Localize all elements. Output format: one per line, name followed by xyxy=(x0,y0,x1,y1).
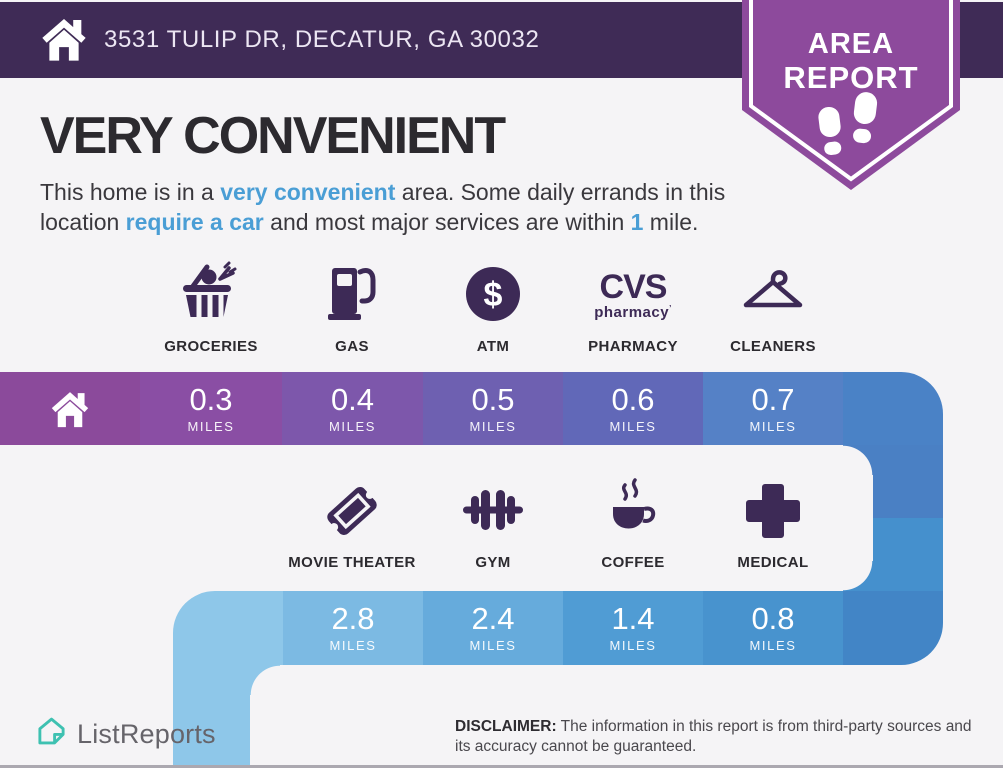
distance-unit: MILES xyxy=(749,638,797,653)
amenity-label: GROCERIES xyxy=(164,338,258,355)
badge-line2: REPORT xyxy=(783,60,918,95)
listreports-logo-text: ListReports xyxy=(77,718,216,749)
distance-segment-gym: 2.4 MILES xyxy=(423,591,563,665)
distance-value: 0.6 xyxy=(611,381,655,417)
body-text: and most major services are within xyxy=(263,209,631,236)
amenity-row-2: MOVIE THEATER GYM COFFEE MEDICAL xyxy=(0,472,1003,582)
badge-line1: AREA xyxy=(808,28,894,60)
snake-inner-corner-left xyxy=(250,665,280,695)
home-icon xyxy=(48,389,92,429)
amenity-label: CLEANERS xyxy=(730,338,816,355)
amenity-cleaners: CLEANERS xyxy=(688,256,858,355)
distance-segment-movie-theater: 2.8 MILES xyxy=(283,591,423,665)
distance-segment-coffee: 1.4 MILES xyxy=(563,591,703,665)
page-title: VERY CONVENIENT xyxy=(40,107,506,165)
distance-value: 0.3 xyxy=(189,381,233,417)
highlight-text: very convenient xyxy=(220,179,396,205)
amenity-label: MEDICAL xyxy=(737,554,809,571)
distance-value: 2.4 xyxy=(471,601,515,636)
bar2-tail-segment xyxy=(843,591,943,665)
amenity-gas: GAS xyxy=(267,256,437,355)
area-report-badge: AREA REPORT xyxy=(742,0,960,192)
snake-inner-corner-bottom xyxy=(843,561,873,591)
distance-unit: MILES xyxy=(469,638,517,653)
distance-value: 0.4 xyxy=(330,381,375,417)
amenity-label: MOVIE THEATER xyxy=(288,554,416,571)
dumbbell-icon xyxy=(408,472,578,550)
distance-unit: MILES xyxy=(187,418,235,434)
distance-segment-groceries: 0.3 MILES xyxy=(140,372,282,445)
disclaimer-text: DISCLAIMER: The information in this repo… xyxy=(455,717,983,758)
distance-unit: MILES xyxy=(609,418,657,434)
distance-value: 2.8 xyxy=(331,601,375,636)
distance-value: 0.7 xyxy=(751,381,795,417)
listreports-logo-icon xyxy=(36,716,67,752)
distance-value: 1.4 xyxy=(611,601,655,636)
body-text: This home is in a xyxy=(40,179,221,205)
distance-bar-1: 0.3 MILES 0.4 MILES 0.5 MILES 0.6 MILES 0.7 … xyxy=(0,372,1003,445)
property-address: 3531 TULIP DR, DECATUR, GA 30032 xyxy=(104,26,540,53)
highlight-text: 1 xyxy=(630,209,644,236)
distance-unit: MILES xyxy=(329,638,377,653)
summary-paragraph: This home is in a very convenient area. … xyxy=(40,177,740,238)
cvs-pharmacy-logo: CVS pharmacy’ xyxy=(548,256,718,334)
listreports-brand: ListReports xyxy=(36,716,216,752)
distance-unit: MILES xyxy=(469,418,517,434)
amenity-label: GAS xyxy=(335,338,369,355)
distance-segment-atm: 0.5 MILES xyxy=(423,372,563,445)
distance-segment-gas: 0.4 MILES xyxy=(282,372,423,445)
cvs-logo-line2: pharmacy’ xyxy=(594,304,672,321)
amenity-atm: $ ATM xyxy=(408,256,578,355)
svg-text:$: $ xyxy=(484,276,503,314)
amenity-label: ATM xyxy=(476,338,510,355)
highlight-text: require a car xyxy=(125,209,264,236)
distance-bar-2: 2.8 MILES 2.4 MILES 1.4 MILES 0.8 MILES xyxy=(0,591,1003,665)
body-text: mile. xyxy=(643,209,699,236)
movie-ticket-icon xyxy=(267,472,437,550)
amenity-label: COFFEE xyxy=(601,554,665,571)
distance-value: 0.5 xyxy=(471,381,515,417)
bar2-curve-segment xyxy=(173,591,283,665)
snake-right-connector xyxy=(873,445,943,591)
snake-left-strip xyxy=(173,665,250,768)
amenity-groceries: GROCERIES xyxy=(126,256,296,355)
photo-bottom-edge xyxy=(0,765,1003,768)
distance-unit: MILES xyxy=(328,418,376,434)
amenity-label: PHARMACY xyxy=(588,338,678,355)
distance-segment-cleaners: 0.7 MILES xyxy=(703,372,843,445)
distance-segment-pharmacy: 0.6 MILES xyxy=(563,372,703,445)
snake-inner-corner-top xyxy=(843,445,873,475)
disclaimer-body: The information in this report is from t… xyxy=(455,718,972,756)
amenity-gym: GYM xyxy=(408,472,578,571)
disclaimer-label: DISCLAIMER: xyxy=(455,718,557,735)
distance-segment-medical: 0.8 MILES xyxy=(703,591,843,665)
cvs-logo-line1: CVS xyxy=(599,268,668,306)
coffee-cup-icon xyxy=(548,472,718,550)
amenity-label: GYM xyxy=(475,554,511,571)
distance-unit: MILES xyxy=(749,418,797,434)
atm-dollar-icon: $ xyxy=(408,256,578,334)
cvs-pharmacy-logo: CVS pharmacy’ xyxy=(594,270,672,320)
home-segment xyxy=(0,372,140,445)
gas-pump-icon xyxy=(267,256,437,334)
medical-cross-icon xyxy=(688,472,858,550)
badge-border xyxy=(749,0,953,182)
amenity-row-1: GROCERIES GAS $ ATM CVS pharmacy’ PHARMACY… xyxy=(0,256,1003,366)
amenity-pharmacy: CVS pharmacy’ PHARMACY xyxy=(548,256,718,355)
amenity-medical: MEDICAL xyxy=(688,472,858,571)
amenity-movie-theater: MOVIE THEATER xyxy=(267,472,437,571)
groceries-basket-icon xyxy=(126,256,296,334)
body-text: area. Some daily errands in this locatio… xyxy=(40,179,726,236)
distance-value: 0.8 xyxy=(751,601,795,636)
amenity-coffee: COFFEE xyxy=(548,472,718,571)
distance-unit: MILES xyxy=(609,638,657,653)
home-icon xyxy=(38,15,90,65)
footprints-icon xyxy=(818,92,878,156)
bar1-tail-segment xyxy=(843,372,943,445)
hanger-icon xyxy=(688,256,858,334)
